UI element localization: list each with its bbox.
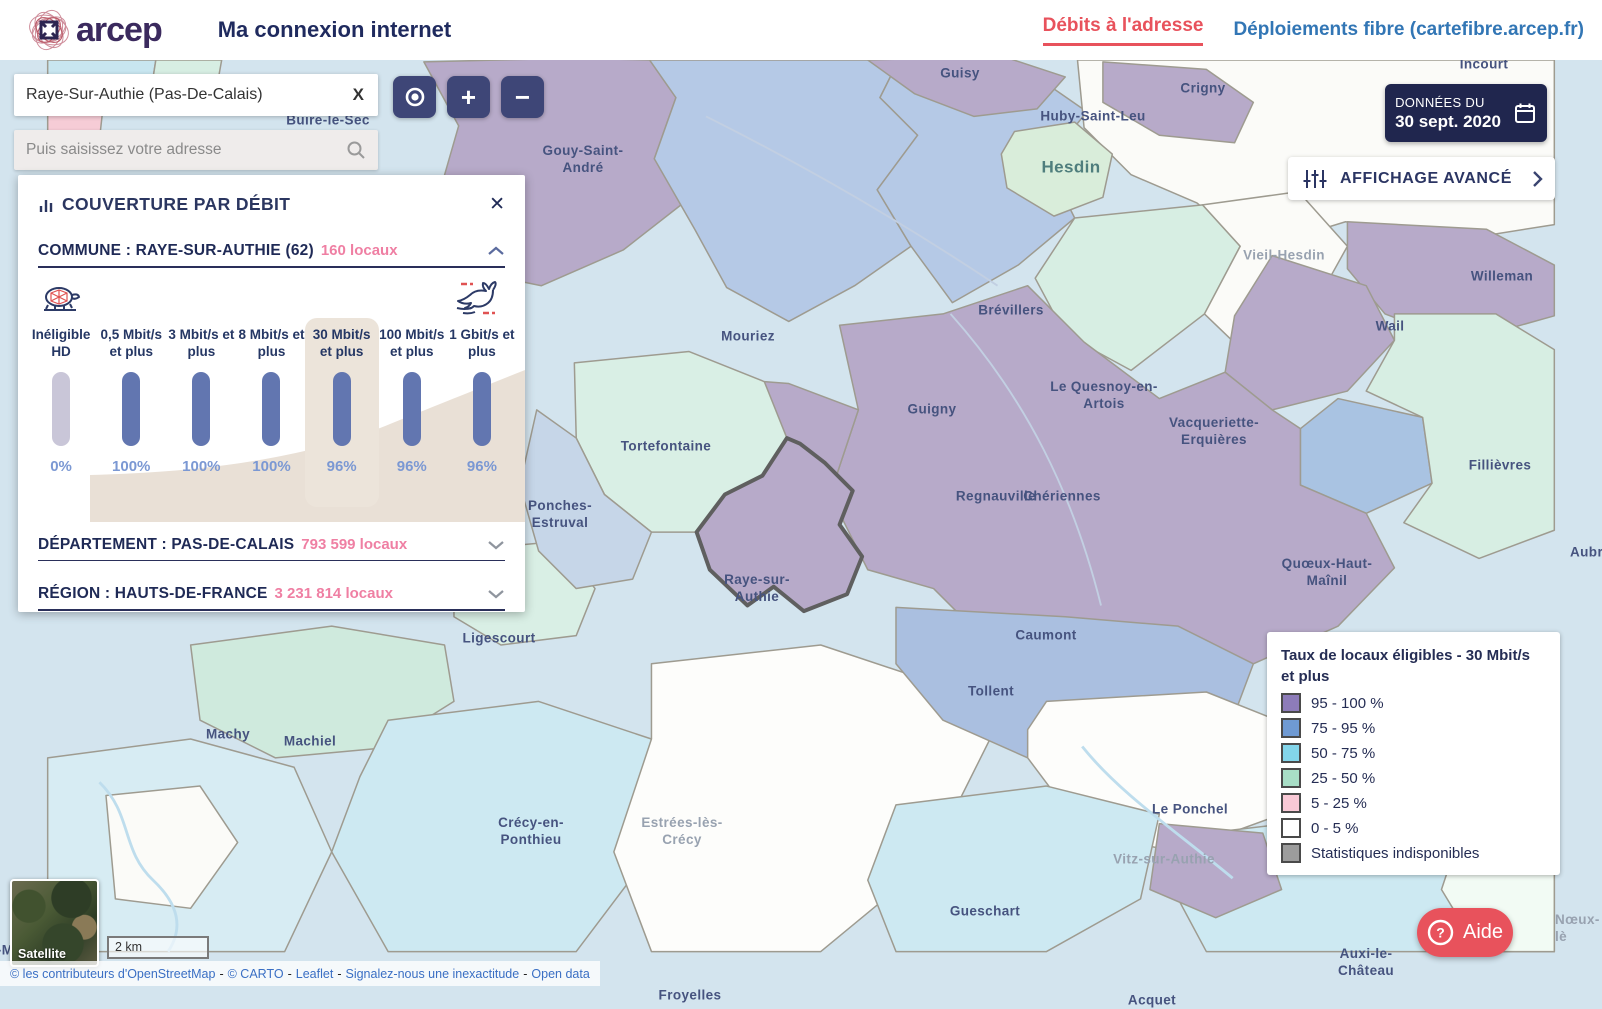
help-button[interactable]: ? Aide — [1417, 908, 1513, 957]
commune-label: COMMUNE : RAYE-SUR-AUTHIE (62) — [38, 242, 314, 260]
address-search-input[interactable] — [14, 141, 334, 159]
coverage-bar-chart: Inéligible HD 0% 0,5 Mbit/s et plus 100%… — [26, 322, 517, 512]
rate-bar — [122, 372, 140, 446]
sliders-icon — [1302, 168, 1328, 190]
plus-icon: + — [461, 82, 476, 113]
legend-swatch — [1281, 718, 1301, 738]
legend-item: Statistiques indisponibles — [1281, 843, 1546, 863]
rate-column-0_5mbit[interactable]: 0,5 Mbit/s et plus 100% — [96, 322, 166, 475]
legend-item: 95 - 100 % — [1281, 693, 1546, 713]
turtle-icon — [40, 283, 86, 313]
coverage-panel: COUVERTURE PAR DÉBIT ✕ COMMUNE : RAYE-SU… — [18, 175, 525, 612]
legend-item: 25 - 50 % — [1281, 768, 1546, 788]
bar-chart-icon — [38, 197, 54, 213]
search-icon — [334, 140, 378, 160]
header-nav: Débits à l'adresse Déploiements fibre (c… — [1043, 15, 1602, 46]
page-title: Ma connexion internet — [218, 17, 451, 43]
rate-column-30mbit-selected[interactable]: 30 Mbit/s et plus 96% — [307, 322, 377, 475]
section-departement[interactable]: DÉPARTEMENT : PAS-DE-CALAIS 793 599 loca… — [18, 536, 525, 554]
app-header: arcep Ma connexion internet Débits à l'a… — [0, 0, 1602, 60]
legend-item: 0 - 5 % — [1281, 818, 1546, 838]
help-label: Aide — [1463, 921, 1503, 944]
rate-column-3mbit[interactable]: 3 Mbit/s et plus 100% — [166, 322, 236, 475]
map-legend: Taux de locaux éligibles - 30 Mbit/s et … — [1267, 632, 1560, 875]
legend-title: Taux de locaux éligibles - 30 Mbit/s et … — [1281, 645, 1546, 687]
section-region[interactable]: RÉGION : HAUTS-DE-FRANCE 3 231 814 locau… — [18, 585, 525, 603]
link-carto[interactable]: © CARTO — [228, 967, 284, 981]
arcep-flower-icon — [26, 6, 72, 54]
rate-column-8mbit[interactable]: 8 Mbit/s et plus 100% — [236, 322, 306, 475]
close-icon[interactable]: ✕ — [489, 193, 505, 216]
commune-search: X — [14, 74, 378, 116]
data-date-label: DONNÉES DU — [1395, 95, 1501, 110]
map-scale: 2 km — [107, 936, 209, 959]
legend-swatch — [1281, 743, 1301, 763]
legend-item: 5 - 25 % — [1281, 793, 1546, 813]
advanced-display-label: AFFICHAGE AVANCÉ — [1340, 170, 1512, 188]
zoom-in-button[interactable]: + — [447, 76, 490, 118]
departement-label: DÉPARTEMENT : PAS-DE-CALAIS — [38, 536, 294, 554]
target-icon — [403, 85, 427, 109]
departement-locals: 793 599 locaux — [301, 536, 407, 553]
clear-search-button[interactable]: X — [339, 85, 378, 105]
locate-button[interactable] — [393, 76, 436, 118]
svg-text:?: ? — [1436, 925, 1445, 941]
region-locals: 3 231 814 locaux — [275, 585, 393, 602]
region-label: RÉGION : HAUTS-DE-FRANCE — [38, 585, 268, 603]
chevron-down-icon[interactable] — [487, 540, 505, 550]
chevron-up-icon[interactable] — [487, 246, 505, 256]
commune-search-input[interactable] — [14, 86, 339, 104]
link-signaler-inexactitude[interactable]: Signalez-nous une inexactitude — [345, 967, 519, 981]
satellite-layer-toggle[interactable]: Satellite — [10, 879, 99, 967]
zoom-out-button[interactable]: − — [501, 76, 544, 118]
question-icon: ? — [1427, 919, 1454, 946]
link-open-data[interactable]: Open data — [531, 967, 589, 981]
panel-title: COUVERTURE PAR DÉBIT — [62, 194, 290, 215]
link-deploiements-fibre[interactable]: Déploiements fibre (cartefibre.arcep.fr) — [1233, 19, 1584, 41]
legend-swatch — [1281, 693, 1301, 713]
rate-bar — [262, 372, 280, 446]
commune-locals: 160 locaux — [321, 242, 398, 259]
advanced-display-button[interactable]: AFFICHAGE AVANCÉ — [1288, 157, 1555, 200]
satellite-label: Satellite — [18, 947, 66, 961]
legend-item: 75 - 95 % — [1281, 718, 1546, 738]
legend-item: 50 - 75 % — [1281, 743, 1546, 763]
legend-swatch — [1281, 768, 1301, 788]
data-date-value: 30 sept. 2020 — [1395, 112, 1501, 132]
minus-icon: − — [515, 82, 530, 113]
attribution-bar: © les contributeurs d'OpenStreetMap- © C… — [0, 961, 600, 986]
link-osm-contributors[interactable]: © les contributeurs d'OpenStreetMap — [10, 967, 215, 981]
logo-text: arcep — [76, 11, 162, 50]
rate-column-1gbit[interactable]: 1 Gbit/s et plus 96% — [447, 322, 517, 475]
address-search — [14, 130, 378, 170]
data-date-badge[interactable]: DONNÉES DU 30 sept. 2020 — [1385, 84, 1547, 142]
rate-bar — [192, 372, 210, 446]
calendar-icon — [1513, 101, 1537, 125]
legend-swatch — [1281, 793, 1301, 813]
rate-bar — [403, 372, 421, 446]
rate-bar — [473, 372, 491, 446]
rate-bar — [52, 372, 70, 446]
arcep-logo[interactable]: arcep — [26, 6, 162, 54]
hare-icon — [453, 280, 503, 316]
rate-bar — [333, 372, 351, 446]
rate-column-ineligible[interactable]: Inéligible HD 0% — [26, 322, 96, 475]
chevron-right-icon — [1531, 170, 1543, 188]
link-leaflet[interactable]: Leaflet — [296, 967, 334, 981]
legend-swatch — [1281, 843, 1301, 863]
section-commune[interactable]: COMMUNE : RAYE-SUR-AUTHIE (62) 160 locau… — [18, 242, 525, 260]
chevron-down-icon[interactable] — [487, 589, 505, 599]
rate-column-100mbit[interactable]: 100 Mbit/s et plus 96% — [377, 322, 447, 475]
tab-debits-adresse[interactable]: Débits à l'adresse — [1043, 15, 1204, 46]
legend-swatch — [1281, 818, 1301, 838]
